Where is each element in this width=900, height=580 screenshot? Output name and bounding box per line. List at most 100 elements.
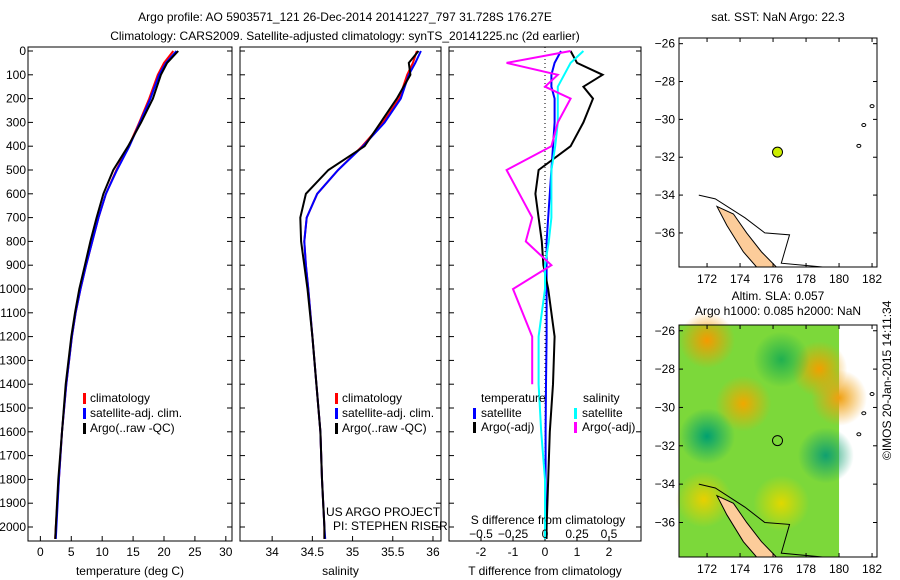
lat-tick-label: −30: [655, 112, 676, 126]
y-tick-label: 1500: [0, 401, 26, 415]
legend-swatch: [574, 408, 577, 419]
legend-title: temperature: [481, 391, 546, 405]
x-tick-label: 0: [542, 545, 549, 559]
sla-anomaly-blob: [797, 427, 854, 484]
x-tick-label: -2: [476, 545, 487, 559]
x-tick-label: -1: [508, 545, 519, 559]
legend-swatch: [83, 408, 86, 419]
y-tick-label: 1100: [0, 306, 26, 320]
lon-tick-label: 176: [763, 272, 783, 286]
lat-tick-label: −26: [655, 324, 676, 338]
y-tick-label: 0: [19, 44, 26, 58]
x-tick-label: 10: [96, 545, 110, 559]
bathymetry-contour: [698, 483, 823, 558]
y-tick-label: 1800: [0, 472, 26, 486]
x-tick-label: 34: [265, 545, 279, 559]
legend-swatch: [473, 408, 476, 419]
legend-swatch: [83, 423, 86, 434]
lon-tick-label: 172: [697, 272, 717, 286]
legend-title: salinity: [583, 391, 620, 405]
island-kermadec: [861, 123, 867, 128]
sla-map-frame: [678, 324, 878, 558]
legend-label: climatology: [90, 391, 150, 405]
lon-tick-label: 172: [697, 562, 717, 576]
y-tick-label: 1200: [0, 330, 26, 344]
legend-label: satellite-adj. clim.: [90, 406, 182, 420]
sla-anomaly-blob: [811, 369, 868, 426]
legend-label: Argo(-adj): [481, 420, 534, 434]
x-tick-label: 35: [346, 545, 360, 559]
lat-tick-label: −28: [655, 75, 676, 89]
map-title-1: Altim. SLA: 0.057: [732, 289, 825, 303]
x-tick-label: 5: [68, 545, 75, 559]
lon-tick-label: 178: [796, 562, 816, 576]
y-tick-label: 1400: [0, 377, 26, 391]
secondary-tick-label: 0.25: [565, 527, 589, 541]
lat-tick-label: −26: [655, 37, 676, 51]
island-kermadec: [856, 143, 862, 148]
y-tick-label: 300: [6, 115, 26, 129]
y-tick-label: 1600: [0, 425, 26, 439]
legend-swatch: [83, 393, 86, 404]
legend-label: satellite-adj. clim.: [342, 406, 434, 420]
series-line-temperature-satellite: [544, 50, 562, 539]
y-tick-label: 600: [6, 187, 26, 201]
y-tick-label: 1900: [0, 496, 26, 510]
series-line-salinity-argo-adj-: [505, 50, 572, 385]
salinity-profile-frame: [239, 46, 442, 542]
y-tick-label: 700: [6, 211, 26, 225]
project-line-1: US ARGO PROJECT: [326, 505, 441, 519]
lat-tick-label: −34: [655, 188, 676, 202]
land-new-zealand: [715, 205, 778, 268]
y-tick-label: 1700: [0, 449, 26, 463]
sla-anomaly-blob: [675, 471, 732, 528]
lat-tick-label: −36: [655, 515, 676, 529]
legend-swatch: [335, 423, 338, 434]
series-line-climatology: [54, 50, 175, 539]
series-line-temperature-argo-adj-: [534, 50, 605, 539]
lat-tick-label: −32: [655, 439, 676, 453]
sla-anomaly-blob: [753, 331, 810, 388]
temperature-profile-frame: [27, 46, 233, 542]
lat-tick-label: −34: [655, 477, 676, 491]
map-title: sat. SST: NaN Argo: 22.3: [711, 10, 845, 24]
series-line-satellite-adj-clim-: [54, 50, 178, 539]
sla-anomaly-blob: [679, 312, 736, 369]
lat-tick-label: −28: [655, 362, 676, 376]
y-tick-label: 400: [6, 139, 26, 153]
x-axis-label: temperature (deg C): [76, 564, 184, 578]
x-axis-label: salinity: [322, 564, 359, 578]
x-tick-label: 20: [157, 545, 171, 559]
island-kermadec: [856, 432, 862, 437]
lon-tick-label: 176: [763, 562, 783, 576]
y-tick-label: 200: [6, 92, 26, 106]
title-line-2: Climatology: CARS2009. Satellite-adjuste…: [110, 29, 580, 43]
legend-label: satellite: [582, 406, 623, 420]
series-line-argo-raw-qc-: [299, 50, 420, 539]
y-tick-label: 2000: [0, 520, 26, 534]
sst-map-frame: [678, 37, 878, 268]
legend-swatch: [335, 393, 338, 404]
bathymetry-contour: [698, 194, 823, 268]
legend-label: Argo(..raw -QC): [90, 421, 175, 435]
project-line-2: PI: STEPHEN RISER: [333, 519, 448, 533]
title-line-1: Argo profile: AO 5903571_121 26-Dec-2014…: [138, 10, 552, 24]
y-tick-label: 100: [6, 68, 26, 82]
series-line-salinity-satellite: [537, 50, 585, 539]
lon-tick-label: 174: [730, 562, 750, 576]
map-title-2: Argo h1000: 0.085 h2000: NaN: [695, 304, 861, 318]
legend-swatch: [574, 422, 577, 433]
lat-tick-label: −30: [655, 400, 676, 414]
secondary-tick-label: 0: [542, 527, 549, 541]
island-kermadec: [869, 104, 875, 109]
argo-float-marker: [772, 146, 784, 158]
legend-label: satellite: [481, 406, 522, 420]
x-tick-label: 0: [37, 545, 44, 559]
x-tick-label: 30: [219, 545, 233, 559]
lon-tick-label: 180: [829, 272, 849, 286]
series-line-argo-raw-qc-: [54, 50, 179, 539]
secondary-tick-label: −0.25: [498, 527, 529, 541]
legend-label: Argo(-adj): [582, 420, 635, 434]
